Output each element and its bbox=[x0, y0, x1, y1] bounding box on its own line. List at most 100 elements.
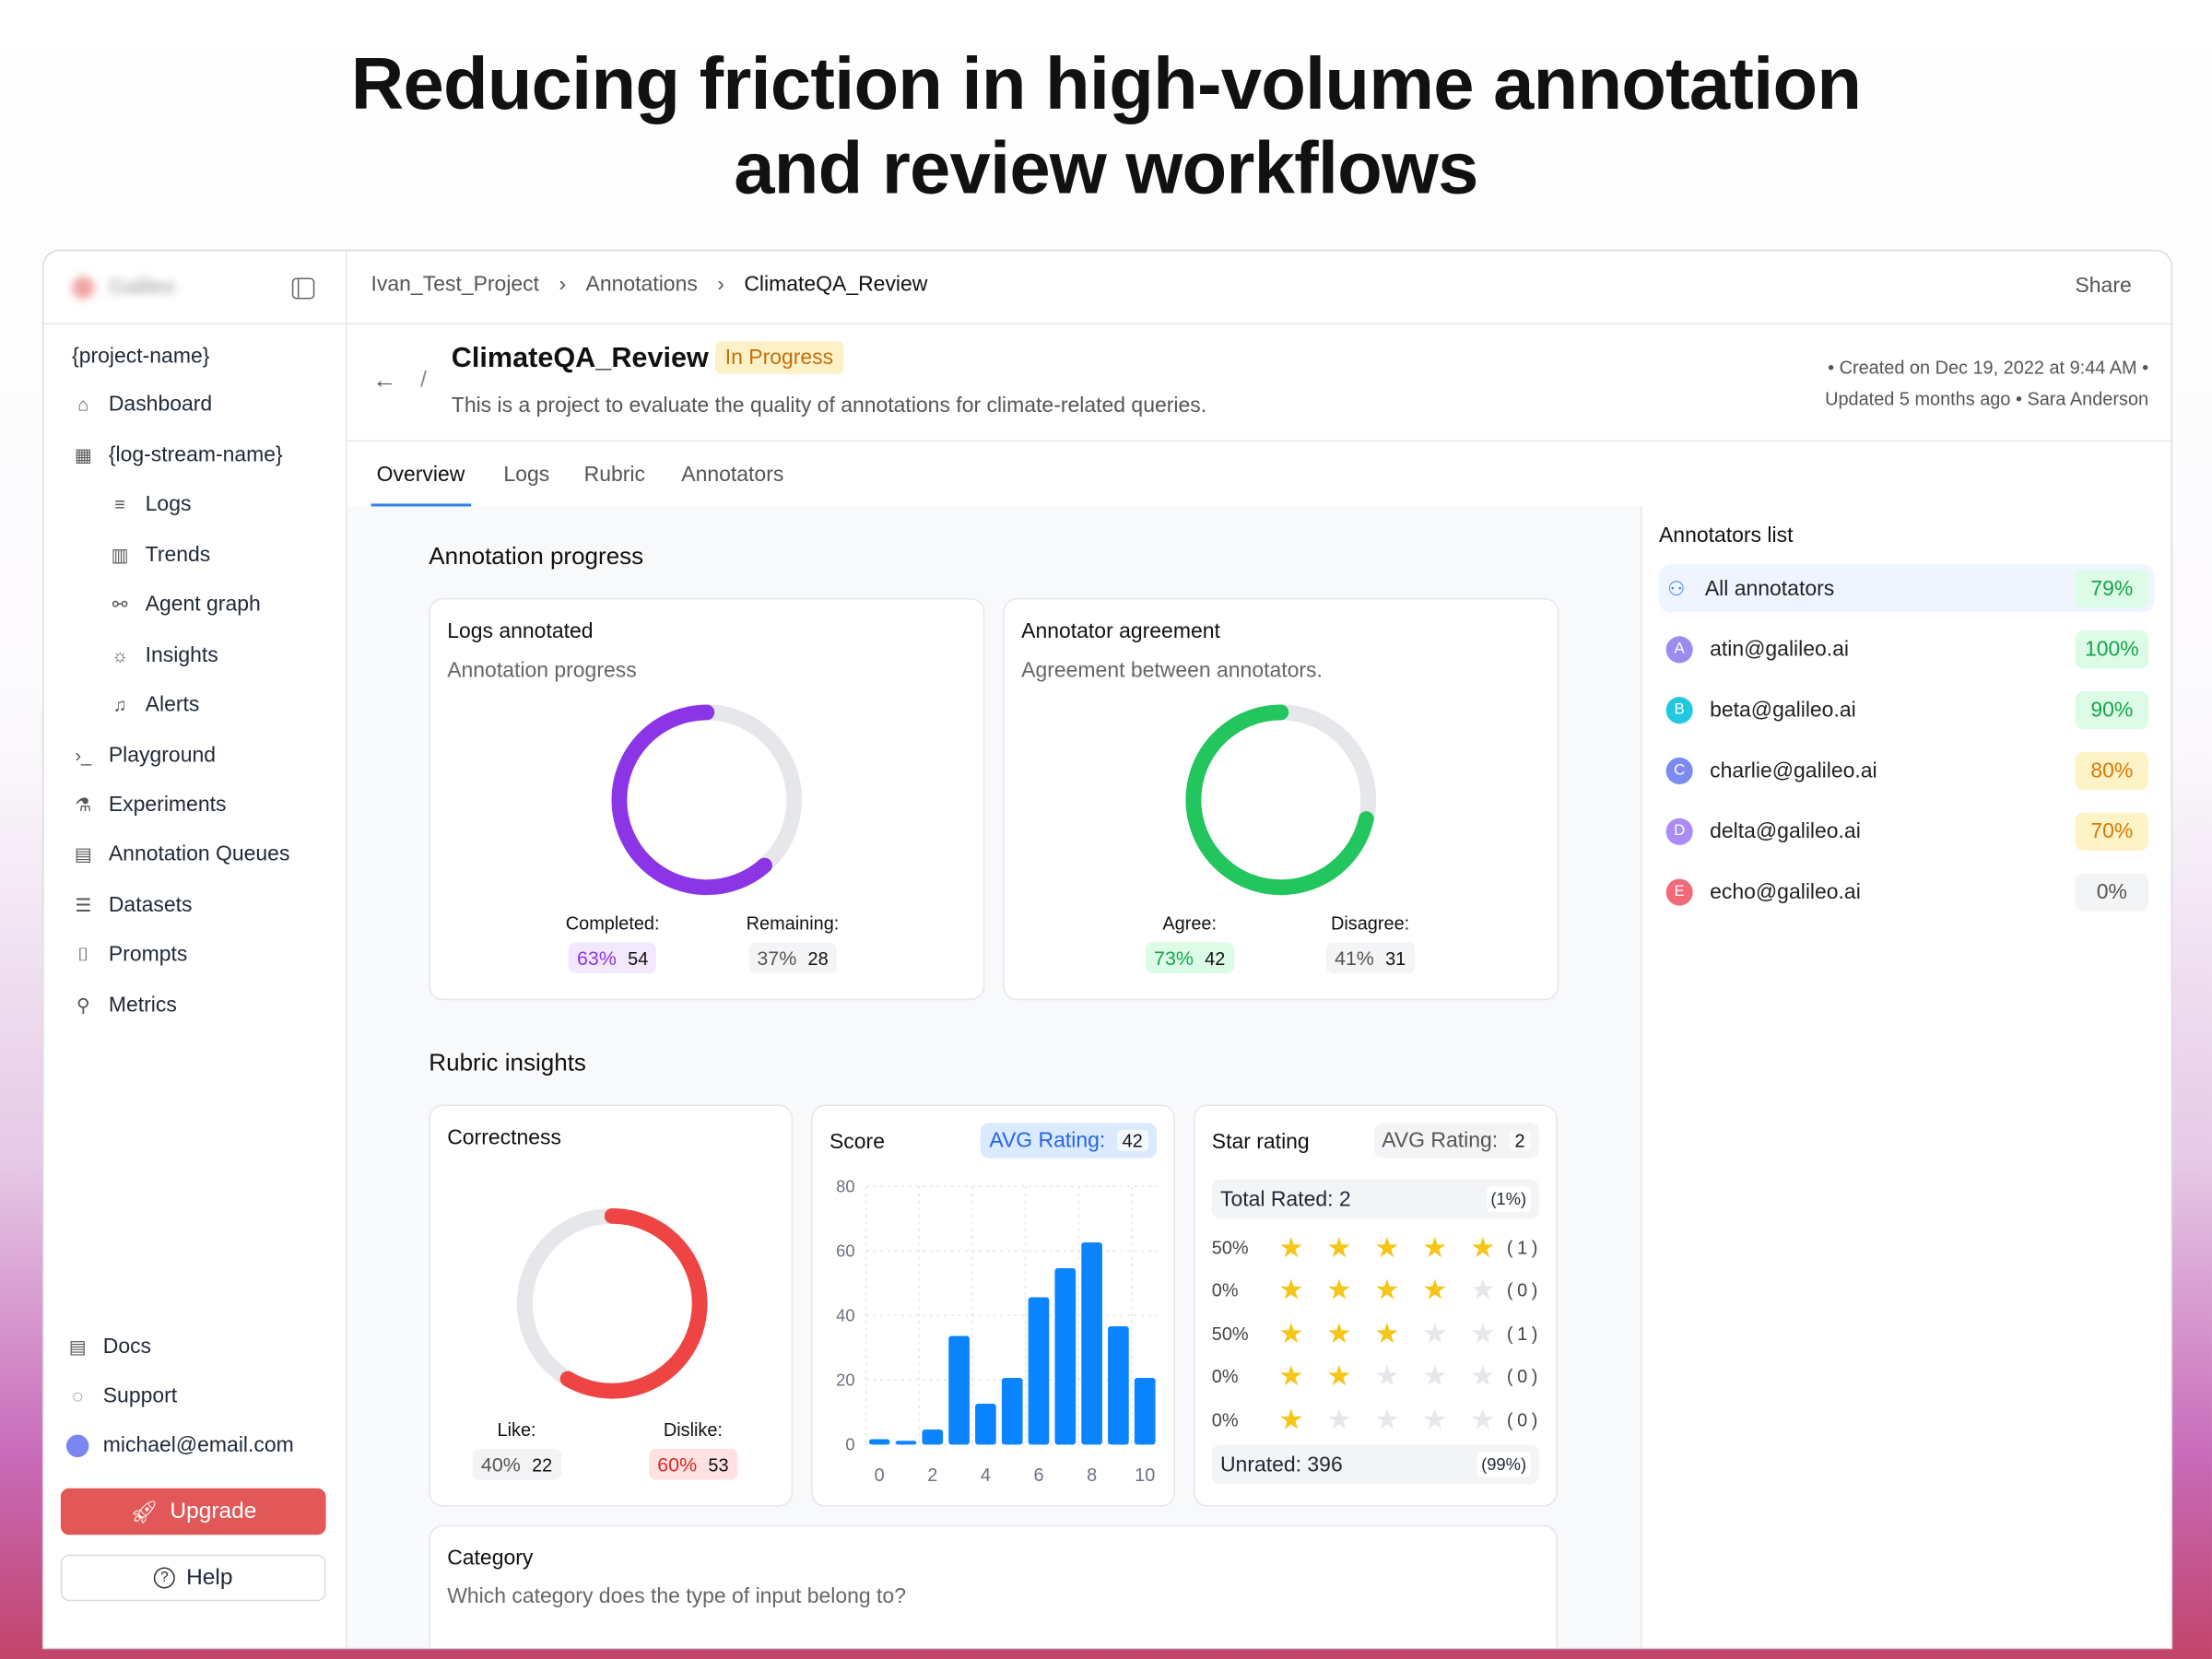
help-button[interactable]: ? Help bbox=[60, 1554, 326, 1602]
sidebar-item-prompts[interactable]: ⌷ Prompts bbox=[72, 942, 187, 966]
legend-label: Completed: bbox=[565, 912, 660, 935]
star-filled-icon: ★ bbox=[1278, 1318, 1304, 1350]
breadcrumb-annotations[interactable]: Annotations bbox=[585, 272, 698, 297]
y-tick-label: 40 bbox=[836, 1305, 854, 1324]
card-title: Star rating bbox=[1211, 1130, 1310, 1155]
project-meta: • Created on Dec 19, 2022 at 9:44 AM • Up… bbox=[1825, 353, 2148, 415]
upgrade-button[interactable]: 🚀︎ Upgrade bbox=[60, 1488, 326, 1535]
page-title: ClimateQA_Review bbox=[451, 342, 709, 374]
sidebar-item-alerts[interactable]: ♫ Alerts bbox=[109, 693, 200, 717]
star-filled-icon: ★ bbox=[1374, 1318, 1400, 1350]
panel-title: Annotators list bbox=[1658, 523, 1794, 547]
logo: Galileo bbox=[43, 251, 346, 325]
metrics-icon: ⚲ bbox=[76, 994, 90, 1016]
sidebar-item-agent-graph[interactable]: ⚯ Agent graph bbox=[109, 593, 261, 617]
tab-logs[interactable]: Logs bbox=[503, 463, 550, 488]
tab-rubric[interactable]: Rubric bbox=[583, 463, 646, 488]
sidebar-item-playground[interactable]: ›_ Playground bbox=[72, 744, 216, 768]
star-rating-card: Star rating AVG Rating: 2 Total Rated: 2 (… bbox=[1193, 1104, 1558, 1507]
card-title: Category bbox=[447, 1546, 534, 1571]
lightbulb-icon: ☼ bbox=[111, 644, 129, 666]
total-rated-pct: (1%) bbox=[1486, 1186, 1531, 1212]
donut-completed-arc bbox=[611, 704, 803, 896]
sidebar-item-experiments[interactable]: ⚗ Experiments bbox=[72, 793, 226, 817]
star-filled-icon: ★ bbox=[1326, 1361, 1352, 1393]
dislike-legend: Dislike: 60% 53 bbox=[649, 1419, 737, 1480]
annotator-email: delta@galileo.ai bbox=[1710, 818, 1861, 843]
star-row-pct: 50% bbox=[1211, 1236, 1249, 1258]
users-icon: ⚇ bbox=[1667, 576, 1686, 599]
sidebar-item-dashboard[interactable]: ⌂ Dashboard bbox=[72, 393, 212, 417]
main: Ivan_Test_Project › Annotations › ClimateQ… bbox=[347, 251, 2171, 1648]
annotator-pct: 79% bbox=[2075, 569, 2149, 607]
avg-label: AVG Rating: bbox=[989, 1128, 1106, 1153]
annotator-label: All annotators bbox=[1704, 576, 1835, 601]
bar bbox=[868, 1439, 890, 1445]
docs-label: Docs bbox=[102, 1334, 152, 1359]
agree-legend: Agree: 73% 42 bbox=[1145, 912, 1234, 974]
logs-donut bbox=[611, 704, 803, 896]
tab-overview[interactable]: Overview bbox=[371, 463, 470, 507]
bar-chart-icon: ▥ bbox=[111, 544, 129, 566]
status-badge: In Progress bbox=[715, 341, 843, 374]
sidebar-item-trends[interactable]: ▥ Trends bbox=[109, 543, 211, 567]
avatar: E bbox=[1665, 877, 1693, 905]
project-name[interactable]: {project-name} bbox=[72, 344, 210, 369]
sidebar-item-datasets[interactable]: ☰ Datasets bbox=[72, 893, 192, 917]
bar bbox=[922, 1430, 944, 1445]
y-tick-label: 60 bbox=[836, 1241, 854, 1260]
sidebar-item-annotation-queues[interactable]: ▤ Annotation Queues bbox=[72, 841, 290, 866]
sidebar: Galileo {project-name} ⌂ Dashboard ▦ {log-s… bbox=[43, 251, 347, 1648]
divider bbox=[347, 323, 2171, 325]
annotator-all[interactable]: ⚇ All annotators 79% bbox=[1658, 564, 2155, 613]
bar bbox=[948, 1335, 970, 1445]
legend-label: Agree: bbox=[1162, 912, 1217, 935]
sidebar-item-docs[interactable]: ▤ Docs bbox=[66, 1335, 151, 1359]
home-icon: ⌂ bbox=[77, 394, 89, 415]
star-empty-icon: ★ bbox=[1326, 1404, 1352, 1436]
user-account[interactable]: michael@email.com bbox=[65, 1433, 294, 1457]
avg-label: AVG Rating: bbox=[1382, 1128, 1499, 1153]
bar bbox=[975, 1404, 996, 1445]
completed-legend: Completed: 63% 54 bbox=[565, 912, 660, 974]
tab-annotators[interactable]: Annotators bbox=[681, 463, 784, 488]
avatar: C bbox=[1665, 757, 1693, 784]
sidebar-item-logs[interactable]: ≡ Logs bbox=[109, 492, 191, 516]
breadcrumb-project[interactable]: Ivan_Test_Project bbox=[371, 272, 540, 297]
bar bbox=[895, 1441, 917, 1445]
sidebar-item-support[interactable]: ◌ Support bbox=[66, 1384, 177, 1408]
sidebar-item-insights[interactable]: ☼ Insights bbox=[109, 643, 218, 667]
bar bbox=[1108, 1325, 1129, 1445]
dislike-pct: 60% bbox=[657, 1453, 698, 1477]
unrated-pct: (99%) bbox=[1477, 1451, 1531, 1477]
star-filled-icon: ★ bbox=[1278, 1404, 1304, 1436]
hero-line-2: and review workflows bbox=[734, 128, 1478, 211]
like-pct: 40% bbox=[480, 1453, 521, 1477]
sidebar-toggle-icon[interactable] bbox=[291, 277, 315, 300]
y-tick-label: 20 bbox=[836, 1370, 854, 1389]
avatar: D bbox=[1665, 817, 1693, 845]
share-button[interactable]: Share bbox=[2075, 273, 2132, 298]
sidebar-item-metrics[interactable]: ⚲ Metrics bbox=[72, 994, 177, 1018]
card-subtitle: Agreement between annotators. bbox=[1021, 658, 1323, 683]
star-rating-row: 0% ★ ★ ★ ★ ★ (0) bbox=[1212, 1359, 1542, 1394]
agreement-donut bbox=[1185, 704, 1377, 896]
legend-label: Like: bbox=[497, 1418, 536, 1441]
terminal-icon: ›_ bbox=[75, 745, 92, 767]
star-filled-icon: ★ bbox=[1374, 1231, 1400, 1264]
back-arrow-icon[interactable]: ← bbox=[372, 366, 397, 394]
dislike-count: 53 bbox=[708, 1453, 729, 1476]
disagree-count: 31 bbox=[1385, 947, 1406, 969]
star-filled-icon: ★ bbox=[1278, 1275, 1304, 1307]
overview-content: Annotation progress Logs annotated Annot… bbox=[347, 506, 1641, 1648]
unrated: Unrated: 396 bbox=[1219, 1452, 1343, 1477]
sidebar-item-label: Annotation Queues bbox=[108, 841, 290, 866]
section-heading: Annotation progress bbox=[429, 543, 644, 571]
chevron-right-icon: › bbox=[717, 272, 724, 297]
sidebar-item-log-stream-name[interactable]: ▦ {log-stream-name} bbox=[72, 443, 283, 467]
